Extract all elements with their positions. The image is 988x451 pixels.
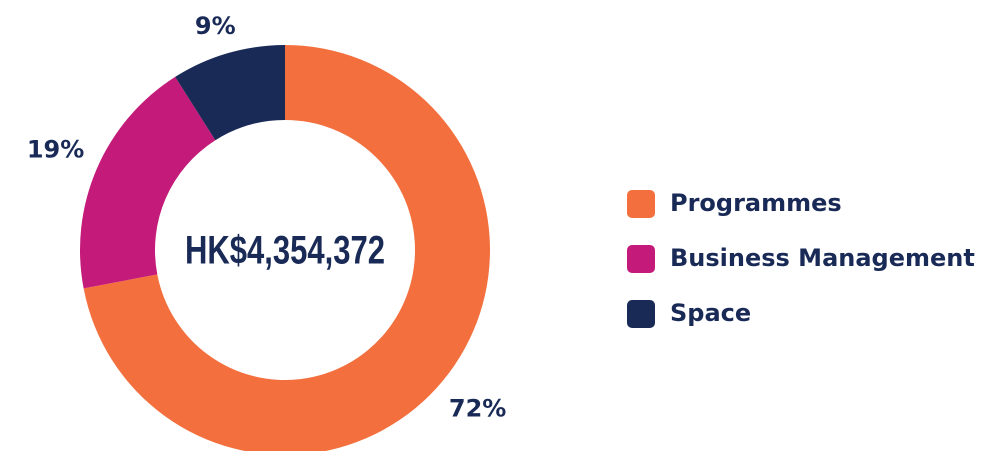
value-label: 72% [449,394,506,422]
legend-swatch [627,300,655,328]
legend-label: Business Management [670,244,975,272]
donut-slice [83,45,490,451]
value-label: 9% [195,12,236,40]
donut-slice [79,76,216,289]
legend-label: Programmes [670,189,842,217]
donut-slice [175,45,285,141]
legend-label: Space [670,299,751,327]
legend-swatch [627,190,655,218]
legend-swatch [627,245,655,273]
center-label: HK$4,354,372 [185,229,385,273]
value-label: 19% [27,136,84,164]
